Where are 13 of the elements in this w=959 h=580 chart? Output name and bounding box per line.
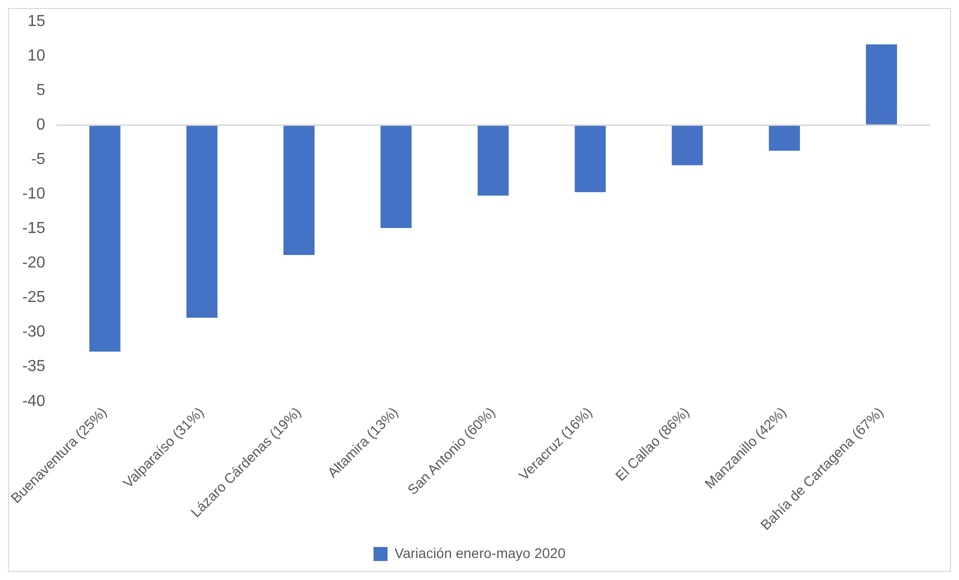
y-tick-label: -40	[22, 392, 46, 410]
y-tick-label: -10	[22, 186, 46, 203]
y-tick-label: 5	[36, 82, 46, 100]
y-tick-label: 0	[36, 116, 46, 134]
y-tick-label: -30	[22, 324, 46, 341]
y-tick-label: 15	[28, 13, 46, 30]
y-tick-label: -20	[22, 254, 46, 272]
y-tick-label: 10	[28, 48, 46, 65]
legend-label: Variación enero-mayo 2020	[394, 544, 566, 561]
y-tick-label: -15	[22, 220, 46, 238]
y-tick-label: -25	[22, 289, 46, 306]
y-tick-label: -35	[22, 358, 46, 376]
y-tick-label: -5	[31, 151, 46, 168]
